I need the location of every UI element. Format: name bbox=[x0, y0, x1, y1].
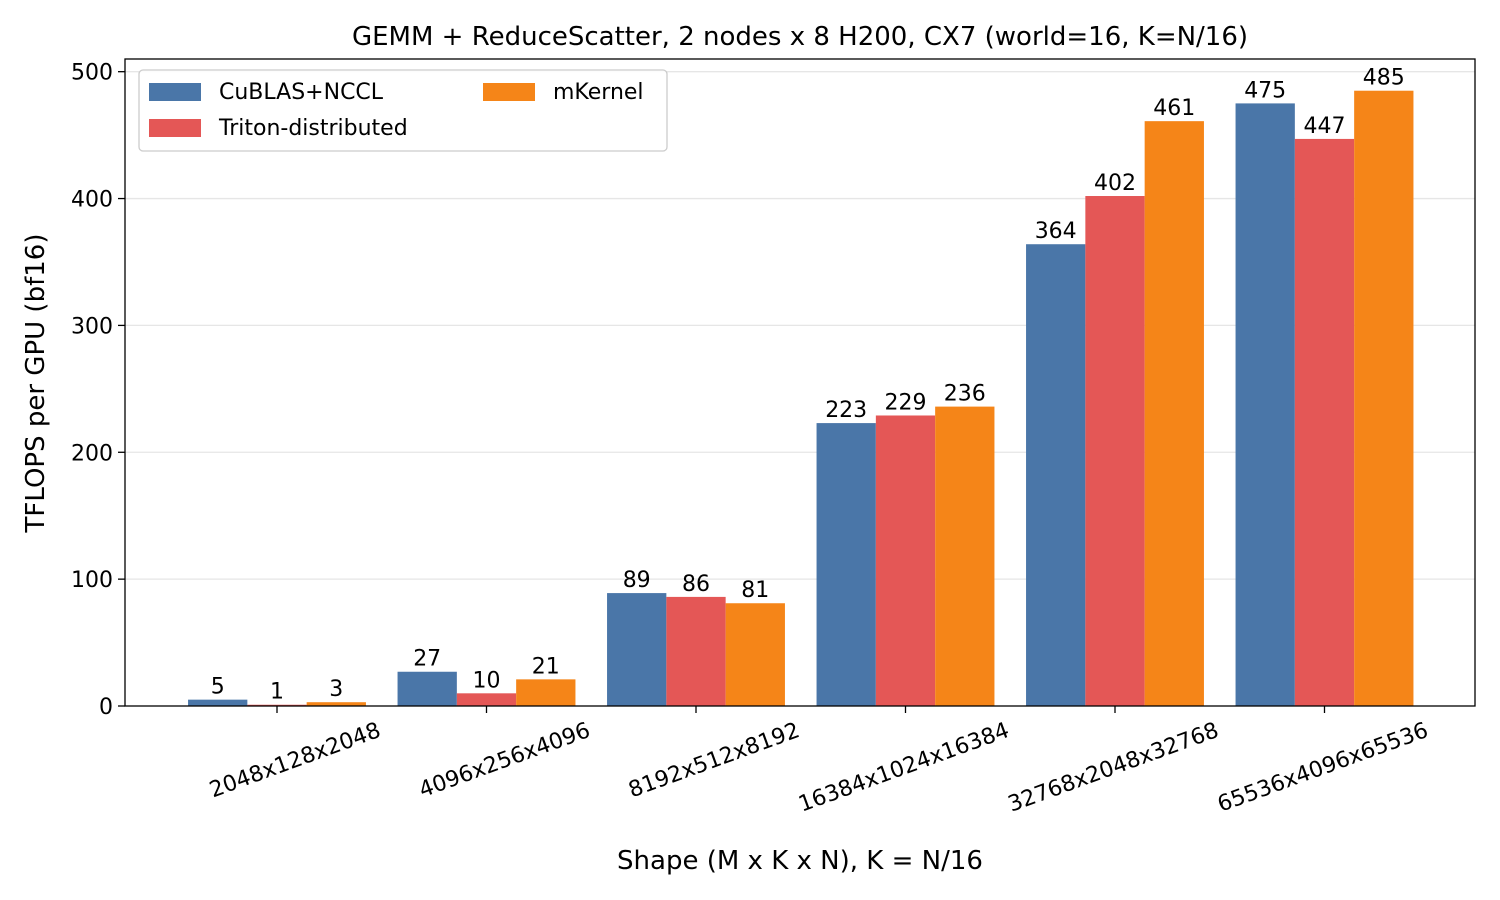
bar-mkernel bbox=[725, 603, 785, 706]
bar-triton-distributed bbox=[1085, 196, 1145, 706]
bar-cublas-nccl bbox=[397, 671, 457, 706]
data-label: 5 bbox=[211, 675, 225, 700]
bar-cublas-nccl bbox=[607, 593, 667, 706]
data-label: 461 bbox=[1153, 96, 1195, 121]
x-tick-label: 16384x1024x16384 bbox=[795, 718, 1012, 817]
data-label: 81 bbox=[741, 578, 769, 603]
bar-cublas-nccl bbox=[1235, 103, 1295, 706]
x-axis: 2048x128x2048 4096x256x4096 8192x512x81921… bbox=[206, 706, 1432, 818]
y-tick-label: 100 bbox=[71, 568, 113, 593]
bar-triton-distributed bbox=[456, 693, 517, 706]
data-label: 229 bbox=[885, 390, 927, 415]
data-label: 27 bbox=[413, 647, 441, 672]
y-tick-label: 200 bbox=[71, 441, 113, 466]
y-tick-label: 0 bbox=[99, 695, 113, 720]
x-tick-label: 65536x4096x65536 bbox=[1214, 718, 1431, 817]
data-labels: 5 1 3 27 10 21 89 86 81 223 229 236 364 402 461 475 447 4… bbox=[211, 66, 1405, 705]
data-label: 3 bbox=[329, 677, 343, 702]
data-label: 364 bbox=[1035, 219, 1077, 244]
x-tick-label: 32768x2048x32768 bbox=[1005, 718, 1222, 817]
data-label: 475 bbox=[1244, 78, 1286, 103]
y-axis: 0 100 200 300 400 500 bbox=[71, 61, 125, 720]
data-label: 21 bbox=[532, 654, 560, 679]
bar-mkernel bbox=[516, 679, 576, 706]
legend: CuBLAS+NCCL Triton-distributed mKernel bbox=[138, 69, 668, 152]
data-label: 89 bbox=[623, 568, 651, 593]
data-label: 447 bbox=[1304, 114, 1346, 139]
legend-swatch bbox=[149, 83, 201, 101]
bar-mkernel bbox=[1354, 90, 1414, 706]
bar-cublas-nccl bbox=[188, 699, 248, 706]
x-tick-label: 2048x128x2048 bbox=[206, 718, 384, 803]
bar-cublas-nccl bbox=[816, 423, 876, 706]
x-tick-label: 8192x512x8192 bbox=[625, 718, 803, 803]
bar-mkernel bbox=[306, 702, 366, 706]
data-label: 223 bbox=[825, 398, 867, 423]
legend-label: Triton-distributed bbox=[218, 116, 408, 141]
bar-mkernel bbox=[1144, 121, 1204, 707]
data-label: 236 bbox=[944, 382, 986, 407]
data-label: 1 bbox=[270, 680, 284, 705]
legend-label: mKernel bbox=[553, 80, 644, 105]
y-axis-title: TFLOPS per GPU (bf16) bbox=[21, 234, 51, 534]
bar-cublas-nccl bbox=[1026, 244, 1086, 706]
x-axis-title: Shape (M x K x N), K = N/16 bbox=[617, 846, 983, 876]
legend-swatch bbox=[149, 119, 201, 137]
y-tick-label: 500 bbox=[71, 61, 113, 86]
data-label: 10 bbox=[473, 668, 501, 693]
plot-frame bbox=[124, 58, 1476, 707]
bar-triton-distributed bbox=[666, 596, 726, 706]
y-tick-label: 400 bbox=[71, 188, 113, 213]
bar-triton-distributed bbox=[875, 415, 936, 706]
bar-mkernel bbox=[935, 406, 995, 706]
data-label: 485 bbox=[1363, 66, 1405, 91]
legend-swatch bbox=[483, 83, 535, 101]
data-label: 402 bbox=[1094, 171, 1136, 196]
chart-title: GEMM + ReduceScatter, 2 nodes x 8 H200, … bbox=[352, 22, 1248, 52]
bars bbox=[188, 90, 1414, 707]
bar-triton-distributed bbox=[1294, 138, 1355, 706]
data-label: 86 bbox=[682, 572, 710, 597]
y-tick-label: 300 bbox=[71, 314, 113, 339]
x-tick-label: 4096x256x4096 bbox=[416, 718, 594, 803]
legend-label: CuBLAS+NCCL bbox=[219, 80, 384, 105]
